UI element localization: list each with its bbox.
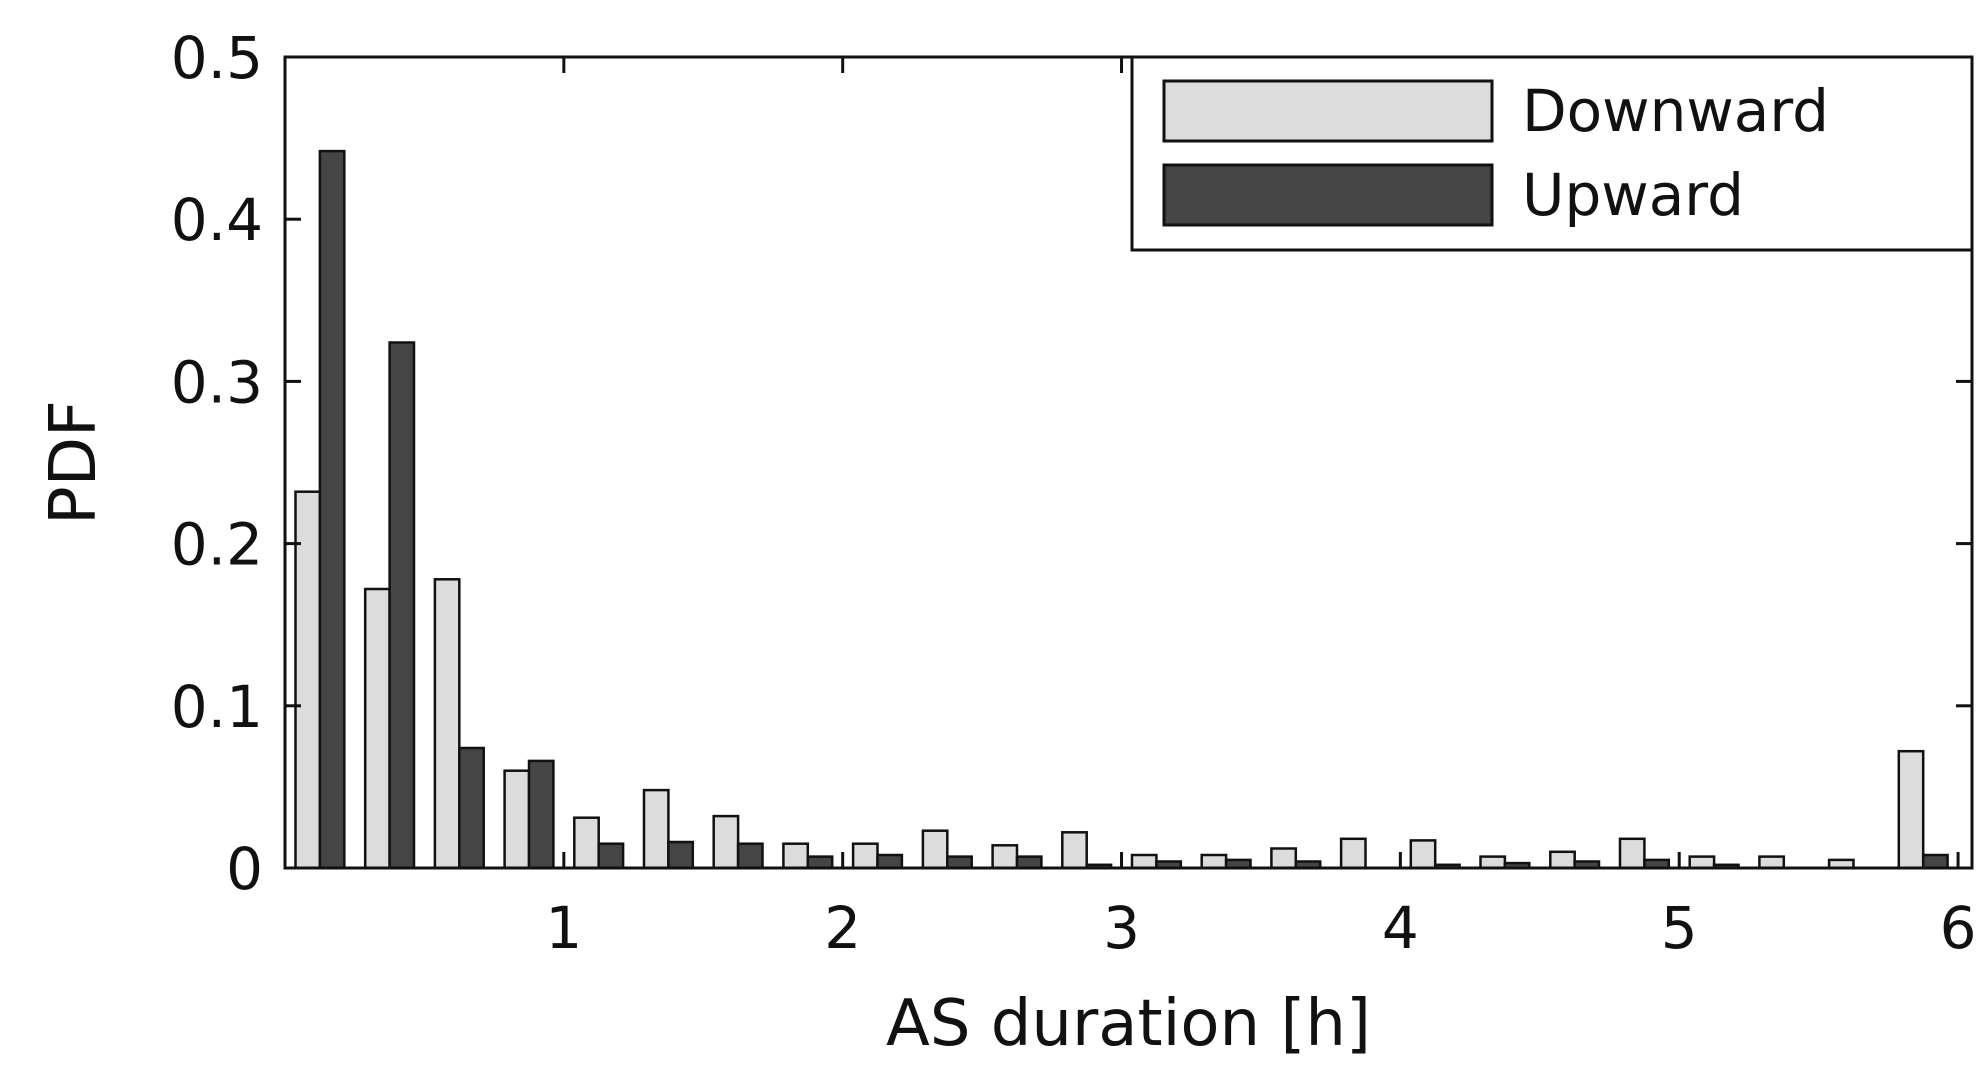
x-tick-label-2: 3 <box>1103 894 1140 962</box>
bar-downward-21 <box>1758 855 1786 870</box>
x-tick-label-1: 2 <box>824 894 861 962</box>
bar-downward-6 <box>712 814 740 870</box>
bar-downward-23 <box>1897 749 1925 870</box>
bar-downward-10 <box>991 844 1019 870</box>
bar-upward-9 <box>946 855 973 870</box>
bar-downward-19 <box>1618 837 1646 870</box>
bar-upward-3 <box>527 759 555 870</box>
y-tick-label-3: 0.3 <box>171 348 263 416</box>
bar-upward-2 <box>458 746 485 870</box>
bar-upward-5 <box>667 840 695 870</box>
bar-upward-10 <box>1015 855 1043 870</box>
bar-downward-2 <box>433 578 461 870</box>
bar-downward-12 <box>1130 853 1158 870</box>
bar-downward-16 <box>1409 839 1437 870</box>
y-tick-label-5: 0.5 <box>171 24 263 92</box>
x-tick-label-4: 5 <box>1661 894 1698 962</box>
x-axis-title: AS duration [h] <box>886 987 1371 1061</box>
bar-downward-4 <box>573 816 600 870</box>
bar-downward-11 <box>1061 831 1088 870</box>
bar-upward-1 <box>388 341 416 870</box>
y-tick-label-2: 0.2 <box>171 511 263 579</box>
bar-upward-4 <box>597 842 625 870</box>
bar-upward-0 <box>318 149 346 870</box>
plot-frame <box>283 55 1974 870</box>
bar-downward-15 <box>1339 837 1367 870</box>
bar-downward-20 <box>1688 855 1716 870</box>
bar-downward-9 <box>921 829 949 870</box>
bar-downward-3 <box>503 769 531 870</box>
bar-downward-8 <box>851 842 879 870</box>
y-tick-label-0: 0 <box>226 835 263 903</box>
bar-downward-1 <box>363 587 391 870</box>
legend-swatch-downward <box>1162 79 1494 143</box>
x-tick-label-5: 6 <box>1940 894 1977 962</box>
bar-downward-7 <box>782 842 810 870</box>
y-tick-label-4: 0.4 <box>171 186 263 254</box>
bar-downward-5 <box>642 788 670 870</box>
y-tick-label-1: 0.1 <box>171 673 263 741</box>
bar-downward-17 <box>1479 855 1507 870</box>
y-axis-title: PDF <box>37 400 111 525</box>
legend-label-upward: Upward <box>1522 161 1744 229</box>
bar-downward-0 <box>294 490 322 870</box>
bar-downward-18 <box>1549 850 1576 870</box>
legend-label-downward: Downward <box>1522 77 1829 145</box>
bar-upward-7 <box>806 855 834 870</box>
bar-downward-13 <box>1200 853 1228 870</box>
bar-upward-6 <box>736 842 764 870</box>
bar-downward-14 <box>1270 847 1298 870</box>
x-tick-label-0: 1 <box>545 894 582 962</box>
x-tick-label-3: 4 <box>1382 894 1419 962</box>
bar-upward-23 <box>1921 853 1949 870</box>
legend-swatch-upward <box>1162 163 1494 227</box>
bar-upward-8 <box>876 853 904 870</box>
legend: Downward Upward <box>1130 55 1974 252</box>
